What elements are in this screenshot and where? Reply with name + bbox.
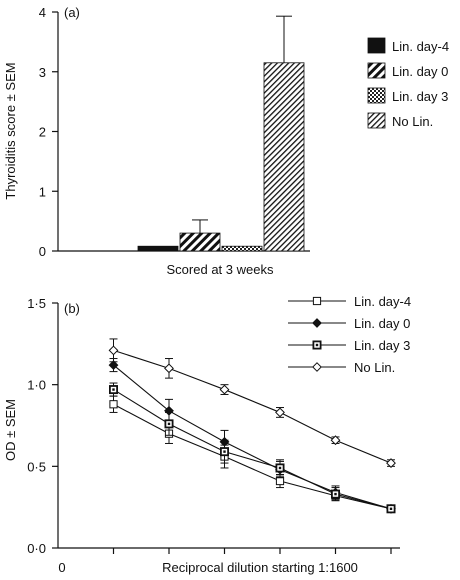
y-tick-label: 4 <box>39 5 46 20</box>
x-tick-label: 0 <box>58 560 65 575</box>
data-point <box>312 362 322 372</box>
legend-label: No Lin. <box>392 114 433 129</box>
line-chart-panel: (b) 0·0 0·5 1·0 1·5 0 OD ± SEM Reciprocal d… <box>3 294 411 575</box>
data-point <box>275 407 285 418</box>
data-point <box>275 476 285 486</box>
x-axis-label: Reciprocal dilution starting 1:1600 <box>162 560 358 575</box>
data-point <box>164 419 174 429</box>
bar <box>179 232 221 252</box>
series-line <box>113 349 392 464</box>
panel-b-label: (b) <box>64 301 80 316</box>
data-point <box>108 360 119 370</box>
bar <box>221 245 263 252</box>
bar-chart-panel: (a) 0 1 2 3 4 Thyroiditis score ± SEM Scored… <box>3 5 449 277</box>
legend-swatch <box>367 62 386 79</box>
y-tick-label: 1·5 <box>27 296 46 311</box>
bar <box>263 62 305 252</box>
legend-label: No Lin. <box>354 360 395 375</box>
panel-a-label: (a) <box>64 5 80 20</box>
y-tick-label: 1·0 <box>27 378 46 393</box>
line-series <box>108 338 396 468</box>
legend-label: Lin. day 0 <box>392 64 448 79</box>
series-line <box>113 389 392 510</box>
y-tick-label: 1 <box>39 184 46 199</box>
data-point <box>312 340 322 350</box>
data-point <box>330 435 341 446</box>
y-tick-label: 0·5 <box>27 459 46 474</box>
y-tick-label: 0·0 <box>27 541 46 556</box>
bar <box>137 245 179 252</box>
data-point <box>312 318 322 328</box>
legend-swatch <box>367 37 386 54</box>
x-axis-label: Scored at 3 weeks <box>167 262 274 277</box>
data-point <box>164 363 174 374</box>
y-tick-label: 0 <box>39 244 46 259</box>
legend-label: Lin. day 0 <box>354 316 410 331</box>
y-tick-label: 3 <box>39 65 46 80</box>
line-series <box>109 382 396 514</box>
legend-swatch <box>367 87 386 104</box>
data-point <box>312 296 322 306</box>
legend-label: Lin. day 3 <box>354 338 410 353</box>
data-point <box>386 458 396 468</box>
data-point <box>108 345 119 356</box>
y-axis-label: OD ± SEM <box>3 399 18 461</box>
series-line <box>113 403 392 510</box>
legend-label: Lin. day-4 <box>354 294 411 309</box>
data-point <box>330 489 340 499</box>
series-line <box>113 364 392 510</box>
legend-label: Lin. day 3 <box>392 89 448 104</box>
data-point <box>219 447 229 457</box>
data-point <box>219 384 230 395</box>
legend-label: Lin. day-4 <box>392 39 449 54</box>
data-point <box>386 504 396 514</box>
data-point <box>275 463 285 473</box>
data-point <box>109 400 118 409</box>
y-tick-label: 2 <box>39 125 46 140</box>
line-series <box>108 358 396 514</box>
data-point <box>109 385 119 395</box>
y-axis-label: Thyroiditis score ± SEM <box>3 62 18 199</box>
legend-swatch <box>367 112 386 129</box>
